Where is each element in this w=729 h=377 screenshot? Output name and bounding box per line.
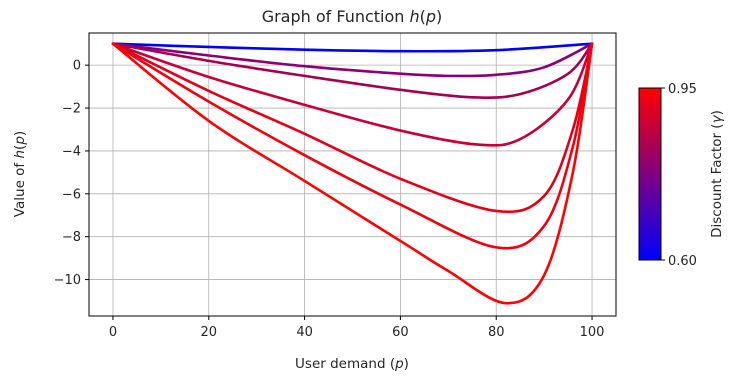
x-tick-label: 60	[392, 325, 409, 340]
x-axis-ticks: 0 20 40 60 80 100	[109, 316, 605, 340]
x-tick-label: 100	[580, 325, 605, 340]
colorbar-label: Discount Factor (γ)	[709, 110, 725, 238]
x-tick-label: 0	[109, 325, 117, 340]
y-axis-ticks: 0 −2 −4 −6 −8 −10	[54, 59, 89, 288]
series-line	[111, 42, 594, 78]
series-line	[111, 42, 594, 250]
y-axis-label: Value of h(p)	[12, 131, 28, 217]
series-line	[111, 42, 594, 53]
x-tick-label: 80	[488, 325, 505, 340]
y-tick-label: −4	[62, 144, 81, 159]
colorbar-tick-label-high: 0.95	[668, 82, 697, 97]
series-line	[111, 42, 594, 214]
x-tick-label: 20	[200, 325, 217, 340]
x-tick-label: 40	[296, 325, 313, 340]
y-tick-label: 0	[73, 59, 81, 74]
chart-title: Graph of Function h(p)	[262, 7, 443, 26]
series-line	[111, 42, 594, 99]
y-tick-label: −8	[62, 230, 81, 245]
y-tick-label: −2	[62, 102, 81, 117]
colorbar	[638, 87, 662, 261]
y-tick-label: −6	[62, 187, 81, 202]
series-line	[111, 42, 594, 305]
series-line	[111, 42, 594, 147]
plot-background	[89, 33, 616, 316]
plot-frame	[88, 32, 617, 317]
y-tick-label: −10	[54, 273, 81, 288]
colorbar-tick-label-low: 0.60	[668, 254, 697, 269]
x-axis-label: User demand (p)	[295, 356, 409, 372]
series-lines	[111, 42, 594, 305]
